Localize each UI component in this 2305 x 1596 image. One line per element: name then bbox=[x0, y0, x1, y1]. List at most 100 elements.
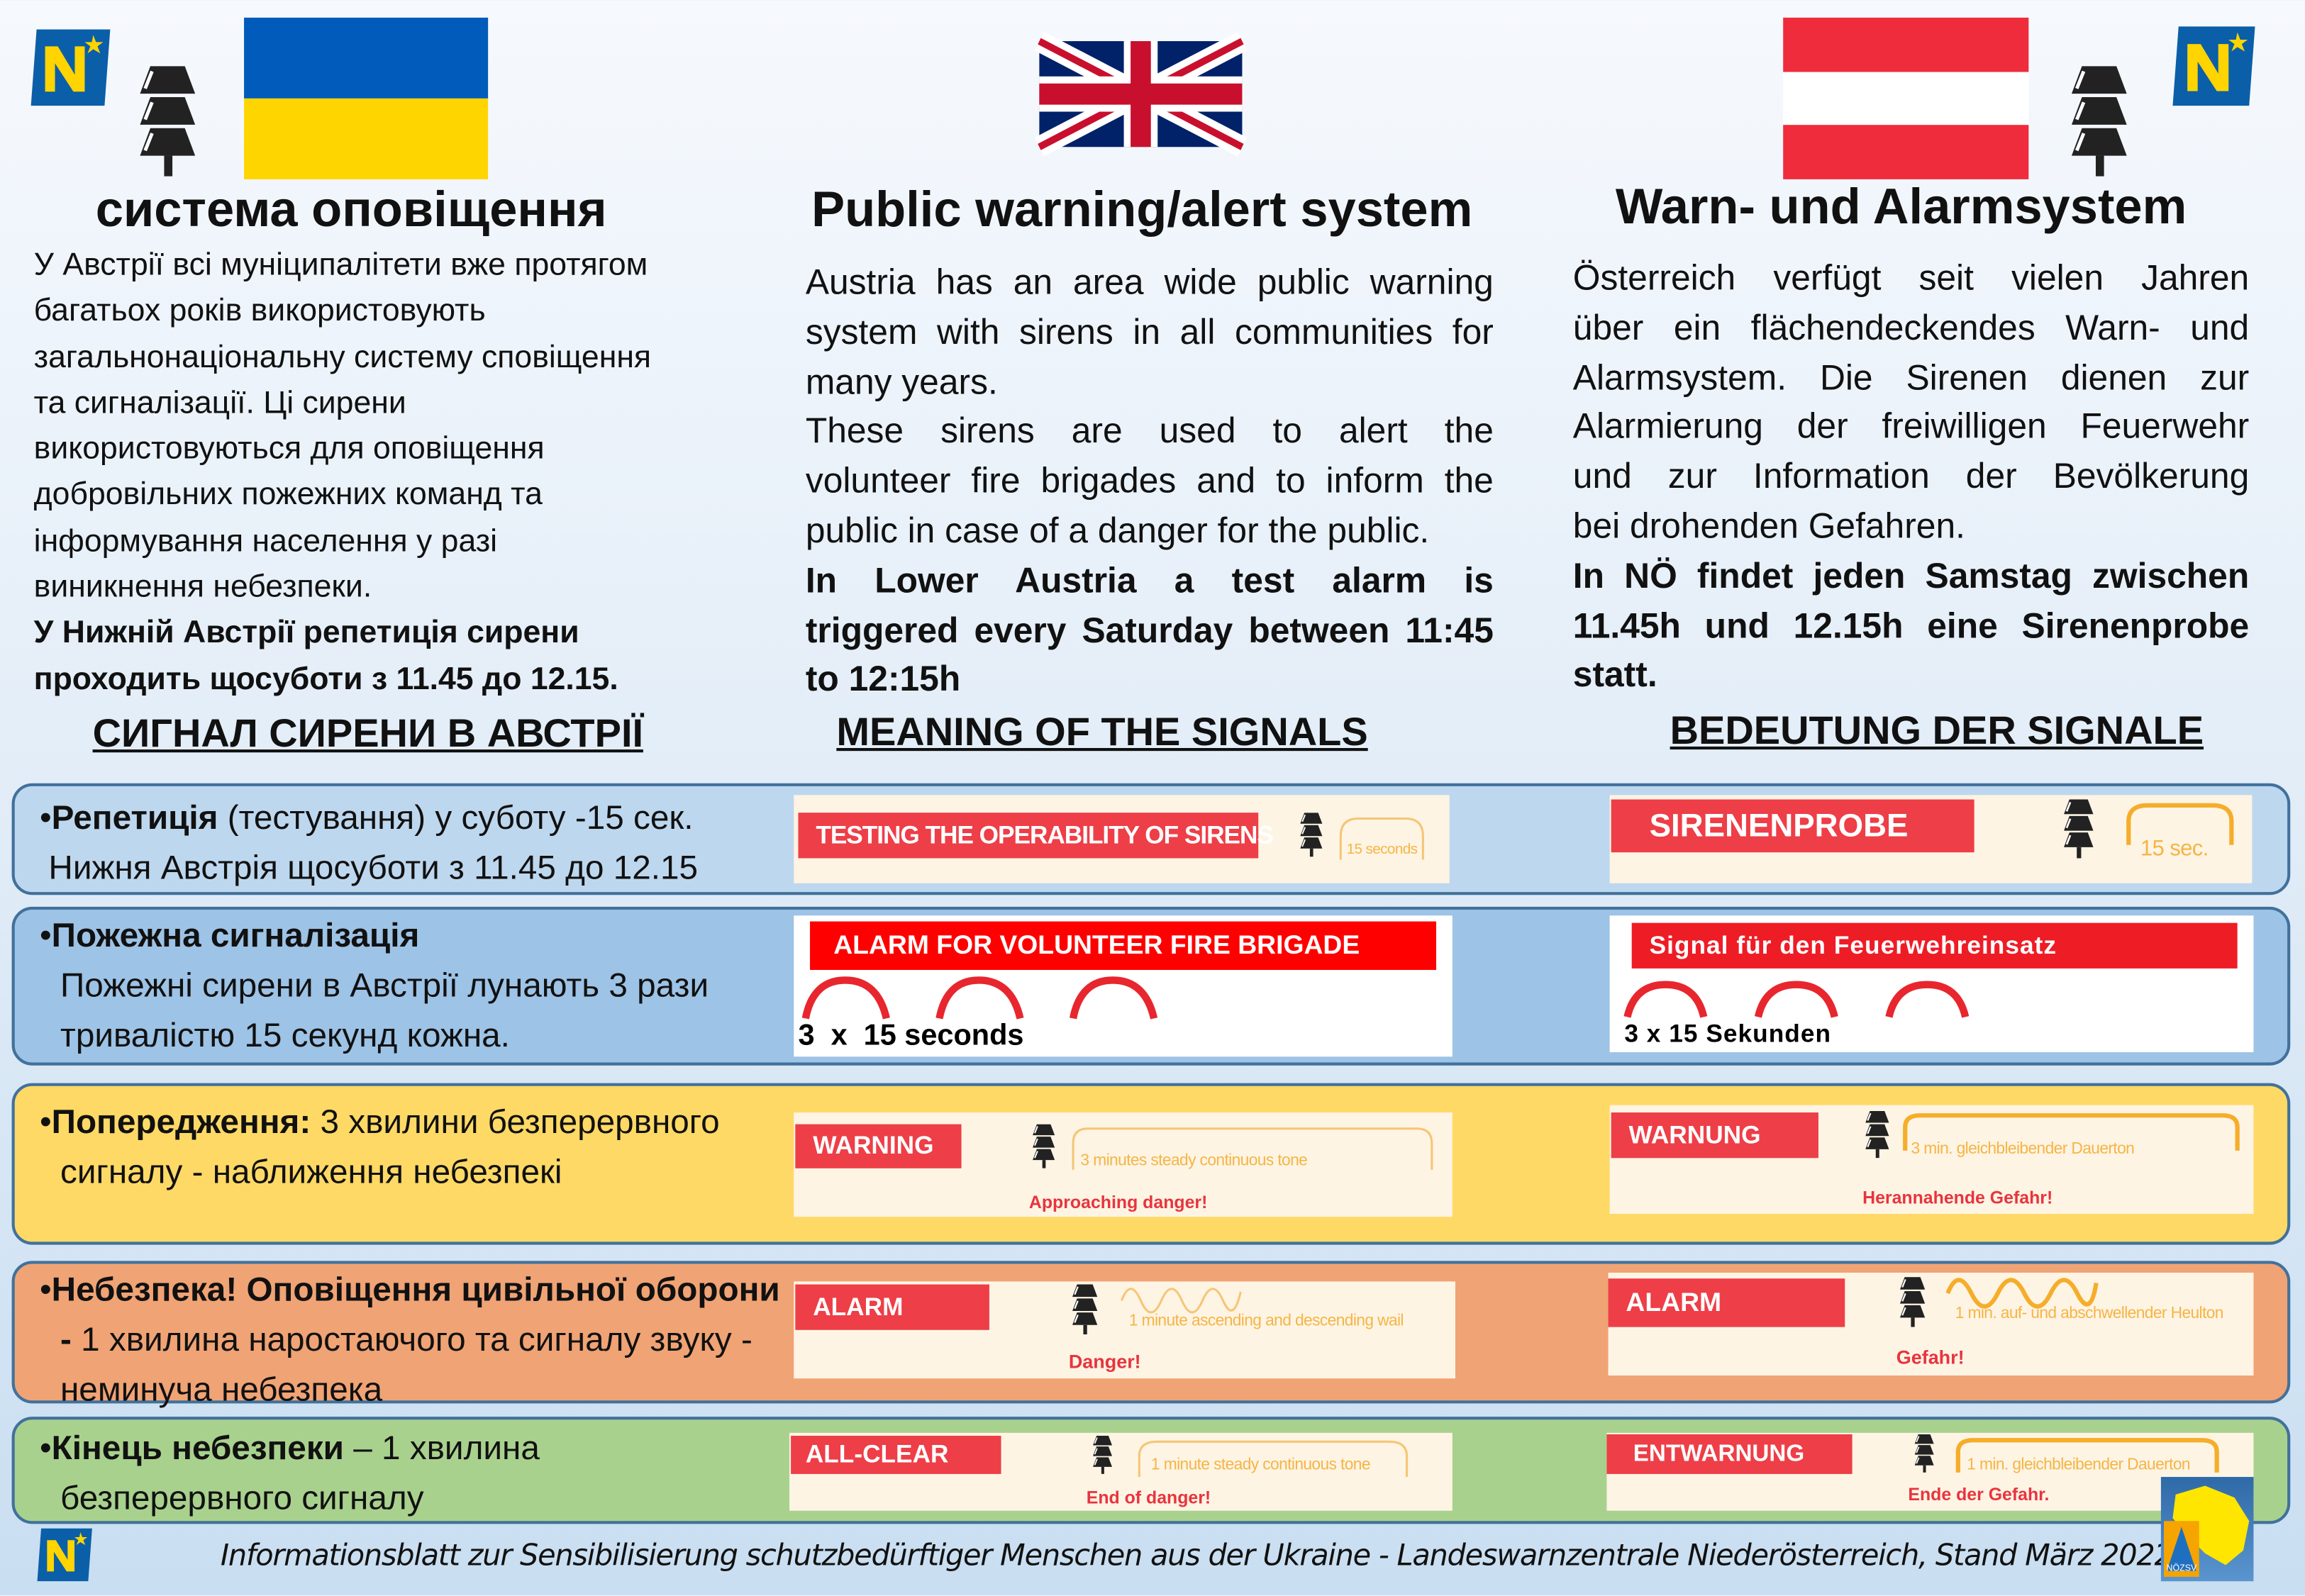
duration-caption: 1 minute steady continuous tone bbox=[1150, 1456, 1371, 1474]
text-line: system with sirens in all communities fo… bbox=[805, 313, 1494, 353]
de-title: Warn- und Alarmsystem bbox=[1615, 179, 2187, 235]
text-line: та сигналізації. Ці сирени bbox=[33, 384, 406, 420]
text-line: volunteer fire brigades and to inform th… bbox=[805, 462, 1494, 502]
en-signal-panel: TESTING THE OPERABILITY OF SIRENS 15 sec… bbox=[794, 795, 1450, 883]
duration-caption: 3 minutes steady continuous tone bbox=[1080, 1151, 1308, 1170]
en-description: Austria has an area wide public warning … bbox=[806, 259, 1494, 705]
de-description: Österreich verfügt seit vielen Jahren üb… bbox=[1573, 255, 2249, 701]
row-description: •Репетиція (тестування) у суботу -15 сек… bbox=[40, 792, 795, 892]
text-line: Alarmsystem. Die Sirenen dienen zur bbox=[1572, 357, 2250, 398]
danger-note: End of danger! bbox=[1086, 1487, 1211, 1508]
uk-flag bbox=[1035, 31, 1247, 157]
duration-caption: 1 min. gleichbleibender Dauerton bbox=[1967, 1456, 2190, 1474]
en-signal-panel: ALL-CLEAR 1 minute steady continuous ton… bbox=[789, 1432, 1453, 1511]
three-tone-arcs-icon bbox=[1623, 981, 1970, 1018]
siren-icon bbox=[2055, 800, 2102, 859]
signal-label: ALARM FOR VOLUNTEER FIRE BRIGADE bbox=[810, 921, 1437, 970]
text-line: public in case of a danger for the publi… bbox=[805, 511, 1430, 552]
signal-label: SIRENENPROBE bbox=[1611, 799, 1974, 853]
siren-icon bbox=[1029, 1125, 1058, 1168]
noe-logo-icon bbox=[29, 29, 111, 106]
row-title: Попередження: bbox=[51, 1102, 311, 1141]
ua-signals-heading: СИГНАЛ СИРЕНИ В АВСТРІЇ bbox=[92, 711, 643, 756]
text-line: Austria has an area wide public warning bbox=[805, 263, 1494, 303]
text-line: проходить щосуботи з 11.45 до 12.15. bbox=[33, 661, 618, 696]
text-line: У Австрії всі муніципалітети вже протяго… bbox=[33, 247, 648, 282]
ua-description: У Австрії всі муніципалітети вже протяго… bbox=[34, 242, 740, 703]
wail-wave-icon bbox=[1945, 1278, 2099, 1309]
tone-arc-icon bbox=[1072, 1127, 1433, 1170]
row-text: 1 хвилина наростаючого та сигналу звуку … bbox=[60, 1319, 752, 1408]
signal-label: WARNING bbox=[795, 1124, 962, 1168]
svg-text:NÖZSV: NÖZSV bbox=[2166, 1563, 2197, 1573]
duration-caption: 3 min. gleichbleibender Dauerton bbox=[1911, 1140, 2135, 1159]
de-signal-panel: ALARM 1 min. auf- und abschwellender Heu… bbox=[1608, 1272, 2254, 1376]
danger-note: Ende der Gefahr. bbox=[1908, 1484, 2050, 1505]
text-line: to 12:15h bbox=[805, 660, 961, 701]
text-line: Österreich verfügt seit vielen Jahren bbox=[1572, 258, 2250, 298]
text-line: statt. bbox=[1572, 656, 1657, 696]
siren-icon bbox=[121, 66, 215, 176]
duration-caption: 15 seconds bbox=[1346, 842, 1418, 859]
danger-note: Danger! bbox=[1068, 1350, 1141, 1373]
text-line: triggered every Saturday between 11:45 bbox=[805, 610, 1494, 651]
row-title: Кінець небезпеки bbox=[51, 1428, 345, 1467]
repetition-caption: 3 x 15 seconds bbox=[798, 1020, 1024, 1053]
siren-icon bbox=[1896, 1277, 1929, 1327]
noe-logo-icon bbox=[2172, 26, 2255, 106]
de-signals-heading: BEDEUTUNG DER SIGNALE bbox=[1670, 708, 2204, 753]
siren-icon bbox=[2052, 66, 2146, 176]
duration-caption: 1 minute ascending and descending wail bbox=[1128, 1312, 1404, 1330]
signal-label: TESTING THE OPERABILITY OF SIRENS bbox=[798, 813, 1274, 859]
row-text: – 1 хвилина безперервного сигналу bbox=[60, 1428, 540, 1517]
row-text: 3 хвилини безперервного сигналу - наближ… bbox=[60, 1102, 720, 1190]
tone-arc-icon bbox=[2126, 803, 2234, 845]
nozsv-logo: NÖZSV bbox=[2160, 1477, 2254, 1582]
ukraine-flag bbox=[244, 17, 489, 179]
text-line: many years. bbox=[805, 362, 998, 403]
signal-label: ENTWARNUNG bbox=[1606, 1434, 1853, 1474]
repetition-caption: 3 x 15 Sekunden bbox=[1624, 1020, 1832, 1048]
row-description: •Кінець небезпеки – 1 хвилина безперервн… bbox=[40, 1422, 707, 1522]
text-line: In Lower Austria a test alarm is bbox=[805, 561, 1494, 601]
bullet: • bbox=[39, 915, 52, 954]
text-line: виникнення небезпеки. bbox=[33, 569, 372, 605]
danger-note: Approaching danger! bbox=[1028, 1191, 1208, 1212]
de-signal-panel: Signal für den Feuerwehreinsatz 3 x 15 S… bbox=[1609, 915, 2254, 1053]
en-signal-panel: WARNING 3 minutes steady continuous tone… bbox=[794, 1112, 1453, 1217]
text-line: загальнонаціональну систему сповіщення bbox=[33, 338, 652, 374]
signal-label: ALARM bbox=[1608, 1278, 1845, 1327]
signal-label: WARNUNG bbox=[1611, 1112, 1818, 1159]
signal-label: ALARM bbox=[795, 1284, 989, 1330]
row-title: Пожежна сигналізація bbox=[51, 915, 420, 954]
siren-icon bbox=[1908, 1434, 1940, 1473]
tone-arc-icon bbox=[1138, 1440, 1409, 1478]
row-title: Репетиція bbox=[51, 798, 218, 837]
de-signal-panel: SIRENENPROBE 15 sec. bbox=[1609, 795, 2253, 883]
noe-logo-icon bbox=[37, 1529, 93, 1582]
signal-label: ALL-CLEAR bbox=[791, 1436, 1001, 1474]
row-text: Пожежні сирени в Австрії лунають 3 рази … bbox=[60, 965, 709, 1054]
ua-title: система оповіщення bbox=[95, 182, 607, 238]
duration-caption: 1 min. auf- und abschwellender Heulton bbox=[1955, 1305, 2224, 1323]
tone-arc-icon bbox=[1339, 817, 1424, 860]
bullet: • bbox=[39, 1102, 52, 1141]
text-line: Alarmierung der freiwilligen Feuerwehr bbox=[1572, 407, 2250, 447]
de-signal-panel: WARNUNG 3 min. gleichbleibender Dauerton… bbox=[1609, 1105, 2254, 1215]
text-line: добровільних пожежних команд та bbox=[33, 476, 543, 513]
de-signal-panel: ENTWARNUNG 1 min. gleichbleibender Dauer… bbox=[1606, 1432, 2254, 1511]
siren-icon bbox=[1087, 1436, 1119, 1474]
en-title: Public warning/alert system bbox=[811, 182, 1473, 238]
row-text: Нижня Австрія щосуботи з 11.45 до 12.15 bbox=[48, 847, 699, 886]
text-line: багатьох років використовують bbox=[33, 293, 486, 328]
row-description: •Попередження: 3 хвилини безперервного с… bbox=[40, 1096, 766, 1196]
three-tone-arcs-icon bbox=[801, 976, 1158, 1020]
text-line: інформування населення у разі bbox=[33, 523, 498, 559]
row-description: •Пожежна сигналізація Пожежні сирени в А… bbox=[40, 910, 751, 1059]
text-line: bei drohenden Gefahren. bbox=[1572, 507, 1965, 547]
text-line: У Нижній Австрії репетиція сирени bbox=[33, 615, 579, 650]
signal-label: Signal für den Feuerwehreinsatz bbox=[1631, 922, 2238, 969]
text-line: використовуються для оповіщення bbox=[33, 430, 545, 467]
text-line: In NÖ findet jeden Samstag zwischen bbox=[1572, 557, 2250, 597]
bullet: • bbox=[39, 798, 52, 837]
